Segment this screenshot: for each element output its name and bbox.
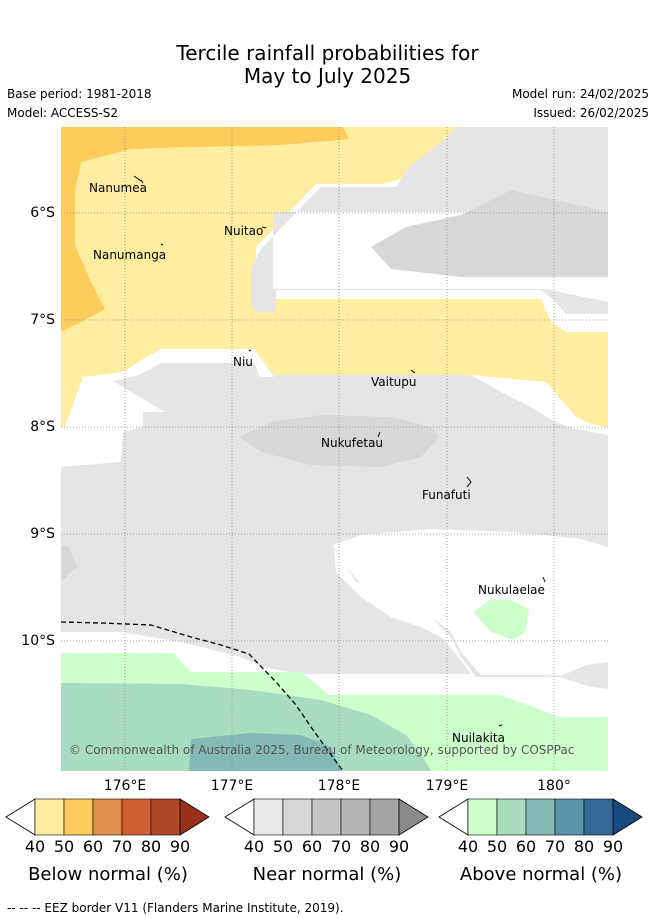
place-label-nuitao: Nuitao <box>224 224 264 238</box>
colorbar-below-high-extension <box>179 798 210 836</box>
above-normal-50-region <box>61 683 431 771</box>
colorbar-above-segment-0 <box>467 798 498 836</box>
base-period-label: Base period: 1981-2018 <box>7 87 152 101</box>
colorbar-near-segment-4 <box>369 798 400 836</box>
colorbar-below-tick-80: 80 <box>140 837 162 856</box>
lat-label-9s: 9°S <box>30 526 55 542</box>
colorbar-below-segment-0 <box>34 798 65 836</box>
colorbar-near-segment-0 <box>253 798 284 836</box>
map-title-line1: Tercile rainfall probabilities for <box>176 41 479 65</box>
colorbar-below-tick-40: 40 <box>24 837 46 856</box>
colorbar-above-segment-3 <box>554 798 585 836</box>
colorbar-near-tick-80: 80 <box>359 837 381 856</box>
colorbar-below-tick-90: 90 <box>169 837 191 856</box>
colorbar-above-low-extension <box>438 798 469 836</box>
place-label-nukulaelae: Nukulaelae <box>478 583 545 597</box>
colorbar-above-tick-50: 50 <box>486 837 508 856</box>
colorbar-near-low-extension <box>224 798 255 836</box>
colorbar-near-segment-2 <box>311 798 342 836</box>
lat-label-7s: 7°S <box>30 312 55 328</box>
lat-label-8s: 8°S <box>30 419 55 435</box>
colorbar-below-tick-60: 60 <box>82 837 104 856</box>
near-normal-50-blob-west <box>61 545 77 582</box>
colorbar-near-segment-1 <box>282 798 313 836</box>
place-label-nanumanga: Nanumanga <box>93 248 167 262</box>
colorbar-above-segment-1 <box>496 798 527 836</box>
place-label-funafuti: Funafuti <box>422 488 471 502</box>
place-label-nanumea: Nanumea <box>89 181 147 195</box>
place-label-niu: Niu <box>233 355 253 369</box>
lat-label-6s: 6°S <box>30 205 55 221</box>
colorbar-near-tick-50: 50 <box>272 837 294 856</box>
colorbar-below-segment-2 <box>92 798 123 836</box>
colorbar-above-tick-90: 90 <box>602 837 624 856</box>
place-label-nukufetau: Nukufetau <box>321 436 384 450</box>
colorbar-near-tick-70: 70 <box>330 837 352 856</box>
above-normal-60-region <box>189 733 341 771</box>
colorbar-above-tick-60: 60 <box>515 837 537 856</box>
near-normal-40-lower <box>61 412 608 674</box>
issued-label: Issued: 26/02/2025 <box>533 106 649 120</box>
colorbar-below-tick-70: 70 <box>111 837 133 856</box>
lon-label-179e: 179°E <box>425 778 469 794</box>
equal-chances-region <box>333 529 608 677</box>
place-label-vaitupu: Vaitupu <box>371 375 417 389</box>
colorbar-below-low-extension <box>5 798 36 836</box>
island-marks <box>133 175 546 727</box>
colorbar-near-tick-90: 90 <box>388 837 410 856</box>
eez-border-line <box>61 621 344 771</box>
eez-legend-text: -- -- -- EEZ border V11 (Flanders Marine… <box>7 901 344 915</box>
colorbar-above-tick-70: 70 <box>544 837 566 856</box>
colorbar-above-normal <box>438 798 643 836</box>
near-normal-50-blob-north <box>371 190 608 277</box>
colorbar-below-segment-4 <box>150 798 181 836</box>
copyright-notice: © Commonwealth of Australia 2025, Bureau… <box>69 743 574 757</box>
colorbar-near-tick-60: 60 <box>301 837 323 856</box>
colorbar-above-tick-80: 80 <box>573 837 595 856</box>
model-label: Model: ACCESS-S2 <box>7 106 119 120</box>
place-label-nuilakita: Nuilakita <box>452 731 505 745</box>
colorbar-near-tick-40: 40 <box>243 837 265 856</box>
model-run-label: Model run: 24/02/2025 <box>511 87 649 101</box>
map-title-line2: May to July 2025 <box>243 64 412 88</box>
colorbar-below-tick-50: 50 <box>53 837 75 856</box>
colorbar-near-title: Near normal (%) <box>252 864 402 885</box>
colorbar-above-segment-4 <box>583 798 614 836</box>
lon-label-180: 180° <box>537 778 571 794</box>
colorbar-near-segment-3 <box>340 798 371 836</box>
near-normal-50-blob-central <box>239 415 439 467</box>
below-normal-40-region <box>61 127 608 439</box>
neutral-white-band <box>61 349 273 467</box>
map-gridlines <box>61 127 608 771</box>
colorbar-below-segment-3 <box>121 798 152 836</box>
lon-label-177e: 177°E <box>210 778 254 794</box>
colorbar-above-tick-40: 40 <box>457 837 479 856</box>
below-normal-50-region <box>61 127 349 332</box>
colorbars <box>5 798 643 836</box>
lat-label-10s: 10°S <box>21 633 55 649</box>
lon-label-176e: 176°E <box>103 778 147 794</box>
colorbar-above-segment-2 <box>525 798 556 836</box>
colorbar-near-normal <box>224 798 429 836</box>
colorbar-above-high-extension <box>612 798 643 836</box>
lon-label-178e: 178°E <box>317 778 361 794</box>
colorbar-below-normal <box>5 798 210 836</box>
rainfall-map: © Commonwealth of Australia 2025, Bureau… <box>61 127 608 771</box>
colorbar-near-high-extension <box>398 798 429 836</box>
colorbar-below-segment-1 <box>63 798 94 836</box>
colorbar-above-title: Above normal (%) <box>459 864 623 885</box>
colorbar-below-title: Below normal (%) <box>28 864 188 885</box>
near-normal-east-blob <box>559 662 608 689</box>
above-normal-40-blob-east <box>473 599 529 640</box>
